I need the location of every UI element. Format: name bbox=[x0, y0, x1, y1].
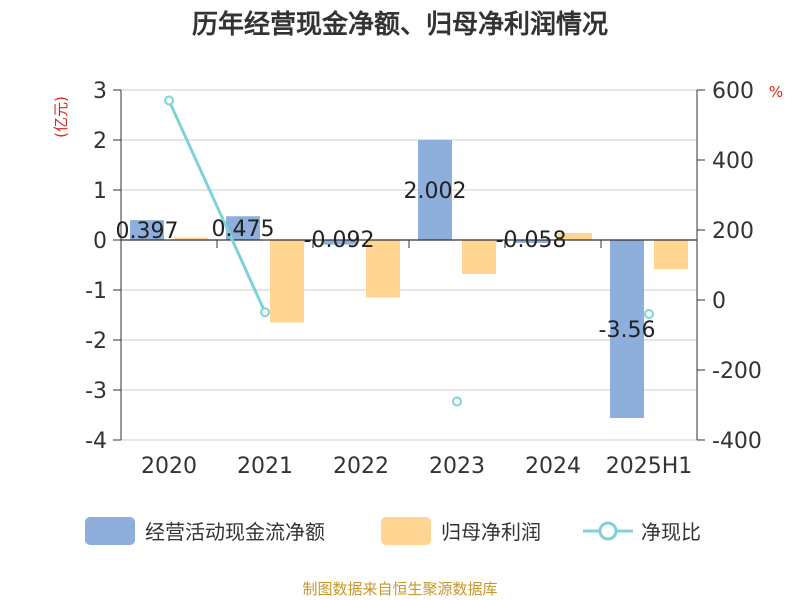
left-tick-label: -1 bbox=[85, 279, 107, 304]
left-axis: 3 2 1 0 -1 -2 -3 -4 bbox=[85, 79, 122, 454]
ratio-point bbox=[164, 95, 174, 106]
source-note: 制图数据来自恒生聚源数据库 bbox=[302, 580, 498, 598]
ratio-line bbox=[164, 95, 654, 407]
right-axis-unit: % bbox=[769, 83, 783, 101]
right-tick-label: 200 bbox=[712, 219, 754, 244]
left-axis-unit: (亿元) bbox=[52, 96, 70, 138]
x-tick-label: 2020 bbox=[141, 454, 197, 479]
ratio-point bbox=[260, 307, 270, 318]
left-tick-label: 0 bbox=[93, 229, 107, 254]
cashflow-swatch bbox=[85, 516, 135, 545]
bar bbox=[226, 216, 260, 240]
left-tick-label: 2 bbox=[93, 129, 107, 154]
chart-title: 历年经营现金净额、归母净利润情况 bbox=[192, 9, 608, 40]
legend: 经营活动现金流净额 归母净利润 净现比 bbox=[0, 516, 800, 556]
x-tick-label: 2022 bbox=[333, 454, 389, 479]
ratio-point bbox=[452, 396, 462, 407]
right-axis: 600 400 200 0 -200 -400 bbox=[696, 79, 762, 454]
bar bbox=[558, 233, 592, 240]
legend-item-profit[interactable]: 归母净利润 bbox=[381, 516, 541, 545]
left-tick-label: -2 bbox=[85, 329, 107, 354]
bar bbox=[366, 240, 400, 298]
profit-swatch bbox=[381, 516, 431, 545]
bar bbox=[130, 220, 164, 240]
bar bbox=[322, 240, 356, 245]
bars bbox=[130, 139, 688, 418]
bar bbox=[654, 240, 688, 269]
legend-label-profit: 归母净利润 bbox=[441, 520, 541, 544]
x-tick-label: 2021 bbox=[237, 454, 293, 479]
legend-item-ratio[interactable]: 净现比 bbox=[583, 516, 701, 545]
ratio-line-segment bbox=[167, 99, 267, 313]
bar-data-label: 0.475 bbox=[212, 217, 275, 242]
right-tick-label: 400 bbox=[712, 149, 754, 174]
bar bbox=[514, 240, 548, 243]
right-tick-label: 0 bbox=[712, 289, 726, 314]
bar bbox=[418, 139, 452, 240]
bar bbox=[174, 237, 208, 240]
bar bbox=[462, 240, 496, 274]
x-tick-label: 2023 bbox=[429, 454, 485, 479]
ratio-point bbox=[644, 309, 654, 319]
right-tick-label: 600 bbox=[712, 79, 754, 104]
right-tick-label: -200 bbox=[712, 359, 762, 384]
bar-data-label: -3.56 bbox=[599, 318, 656, 343]
x-tick-label: 2025H1 bbox=[606, 454, 693, 479]
legend-label-ratio: 净现比 bbox=[641, 520, 701, 544]
data-labels: 0.397 0.475 -0.092 2.002 -0.058 -3.56 bbox=[116, 179, 656, 343]
bar bbox=[610, 240, 644, 418]
x-axis: 2020 2021 2022 2023 2024 2025H1 bbox=[141, 454, 692, 479]
left-tick-label: -4 bbox=[85, 429, 107, 454]
ratio-swatch-icon bbox=[583, 521, 633, 540]
x-tick-label: 2024 bbox=[525, 454, 581, 479]
bar-data-label: 0.397 bbox=[116, 219, 179, 244]
left-tick-label: 1 bbox=[93, 179, 107, 204]
left-tick-label: -3 bbox=[85, 379, 107, 404]
bar bbox=[270, 240, 304, 323]
right-tick-label: -400 bbox=[712, 429, 762, 454]
bar-data-label: 2.002 bbox=[404, 179, 467, 204]
legend-item-cashflow[interactable]: 经营活动现金流净额 bbox=[85, 516, 325, 545]
bar-data-label: -0.058 bbox=[496, 228, 567, 253]
bar-data-label: -0.092 bbox=[304, 228, 375, 253]
left-tick-label: 3 bbox=[93, 79, 107, 104]
legend-label-cashflow: 经营活动现金流净额 bbox=[145, 520, 325, 544]
